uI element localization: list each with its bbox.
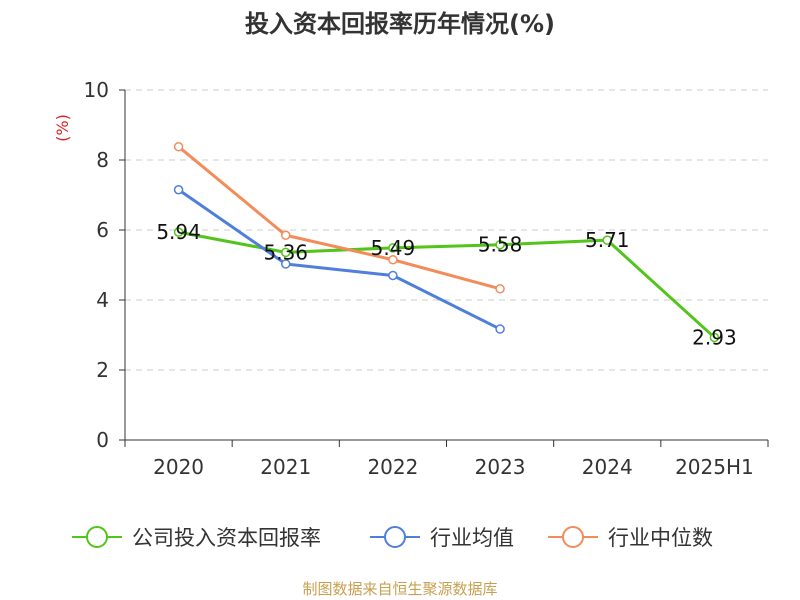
- data-label: 5.36: [263, 240, 308, 264]
- legend-swatch-marker: [562, 526, 584, 548]
- data-point: [281, 230, 291, 240]
- chart-title: 投入资本回报率历年情况(%): [245, 10, 555, 38]
- data-point: [388, 270, 398, 281]
- data-label: 5.94: [156, 220, 201, 244]
- series-line-0: [178, 230, 716, 339]
- data-label: 5.49: [371, 236, 416, 260]
- legend-swatch-marker: [384, 526, 406, 548]
- data-point: [495, 284, 505, 294]
- series-line-2: [177, 145, 501, 291]
- y-tick-label: 10: [84, 78, 109, 102]
- series-lines: [173, 141, 720, 343]
- legend-label: 公司投入资本回报率: [132, 526, 321, 550]
- data-point: [709, 332, 720, 343]
- data-point: [173, 185, 184, 195]
- data-point: [495, 239, 505, 250]
- x-tick-label: 2021: [260, 455, 311, 479]
- data-point: [173, 141, 184, 152]
- legend-item: 行业均值: [370, 526, 514, 550]
- data-point: [388, 243, 398, 253]
- legend-label: 行业中位数: [608, 526, 713, 550]
- y-tick-label: 4: [96, 288, 109, 312]
- series-line-1: [177, 188, 501, 331]
- data-label: 5.58: [478, 233, 523, 257]
- x-tick-label: 2024: [582, 455, 633, 479]
- data-point: [281, 247, 291, 258]
- data-point: [495, 324, 505, 334]
- source-note: 制图数据来自恒生聚源数据库: [302, 580, 498, 598]
- y-tick-label: 2: [96, 358, 109, 382]
- x-tick-label: 2025H1: [675, 455, 754, 479]
- x-tick-label: 2023: [475, 455, 526, 479]
- data-label: 2.93: [692, 325, 737, 349]
- axes: 0 2 4 6 8 10 2020 2021 2022 2023 2024 2025H1: [84, 78, 769, 479]
- x-tick-label: 2022: [367, 455, 418, 479]
- y-axis-unit-label: (%): [53, 114, 72, 142]
- legend-swatch-marker: [86, 526, 108, 548]
- y-tick-label: 0: [96, 428, 109, 452]
- grid-lines: [125, 89, 768, 371]
- y-tick-label: 8: [96, 148, 109, 172]
- data-point: [281, 259, 291, 269]
- data-point: [173, 227, 184, 237]
- legend: 公司投入资本回报率 行业均值 行业中位数: [72, 526, 713, 550]
- data-labels: 5.94 5.36 5.49 5.58 5.71 2.93: [156, 220, 736, 349]
- data-point: [602, 235, 612, 245]
- data-label: 5.71: [585, 228, 630, 252]
- legend-label: 行业均值: [430, 526, 514, 550]
- data-point: [388, 255, 398, 265]
- legend-item: 公司投入资本回报率: [72, 526, 321, 550]
- y-tick-label: 6: [96, 218, 109, 242]
- legend-item: 行业中位数: [548, 526, 713, 550]
- x-tick-label: 2020: [153, 455, 204, 479]
